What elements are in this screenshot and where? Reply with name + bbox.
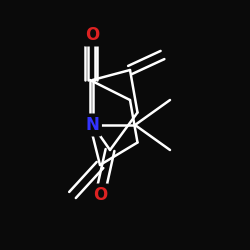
Text: O: O — [93, 186, 107, 204]
Text: O: O — [86, 26, 100, 44]
Text: N: N — [86, 116, 100, 134]
